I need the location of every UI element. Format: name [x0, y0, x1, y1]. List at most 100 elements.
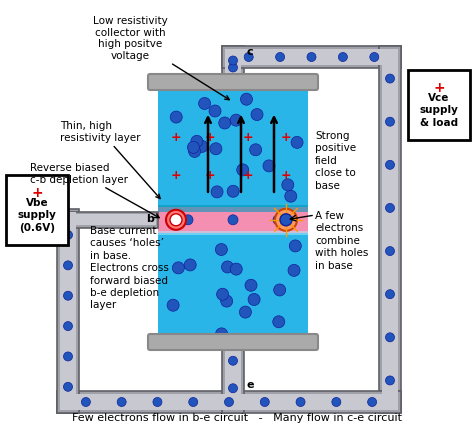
Circle shape: [64, 352, 73, 361]
Circle shape: [280, 214, 292, 226]
Circle shape: [64, 231, 73, 240]
Text: +: +: [205, 169, 215, 182]
Text: +: +: [171, 131, 182, 144]
FancyBboxPatch shape: [148, 334, 318, 350]
Circle shape: [244, 53, 253, 62]
Circle shape: [228, 57, 237, 66]
Bar: [158, 207, 308, 233]
Circle shape: [153, 398, 162, 406]
Circle shape: [368, 398, 377, 406]
Circle shape: [170, 214, 182, 226]
Circle shape: [196, 141, 208, 153]
Circle shape: [228, 384, 237, 393]
Bar: [158, 83, 308, 207]
Bar: [379, 47, 401, 69]
Bar: [59, 215, 155, 226]
Circle shape: [187, 142, 200, 154]
Text: +: +: [205, 131, 215, 144]
Text: +: +: [31, 186, 43, 200]
Circle shape: [173, 262, 184, 274]
Circle shape: [275, 53, 284, 62]
Text: Vbe
supply
(0.6V): Vbe supply (0.6V): [18, 197, 56, 232]
Circle shape: [199, 98, 210, 110]
Circle shape: [285, 191, 297, 203]
Circle shape: [211, 187, 223, 198]
Bar: [225, 50, 398, 65]
Text: Vce
supply
& load: Vce supply & load: [419, 93, 458, 128]
Text: b: b: [146, 213, 154, 223]
Text: +: +: [281, 131, 292, 144]
Bar: [60, 394, 398, 410]
Circle shape: [385, 376, 394, 385]
Text: Strong
positive
field
close to
base: Strong positive field close to base: [315, 131, 356, 190]
Bar: [383, 394, 398, 410]
Bar: [383, 50, 398, 65]
Circle shape: [82, 398, 91, 406]
Bar: [225, 50, 241, 80]
Circle shape: [273, 284, 286, 296]
Circle shape: [370, 53, 379, 62]
Text: Few electrons flow in b-e circuit   -   Many flow in c-e circuit: Few electrons flow in b-e circuit - Many…: [72, 412, 402, 422]
Circle shape: [117, 398, 126, 406]
Circle shape: [216, 328, 228, 340]
Text: +: +: [281, 169, 292, 182]
Text: +: +: [171, 169, 182, 182]
Circle shape: [251, 109, 263, 121]
Bar: [225, 340, 241, 410]
Bar: [57, 391, 79, 413]
Bar: [60, 394, 76, 410]
Circle shape: [289, 240, 301, 252]
Circle shape: [189, 146, 201, 158]
Circle shape: [221, 261, 234, 273]
Circle shape: [385, 75, 394, 84]
Circle shape: [184, 259, 196, 271]
Text: +: +: [433, 81, 445, 95]
Circle shape: [239, 306, 251, 318]
Circle shape: [64, 261, 73, 270]
Circle shape: [248, 294, 260, 306]
Circle shape: [263, 160, 275, 172]
FancyBboxPatch shape: [148, 75, 318, 91]
Circle shape: [191, 136, 203, 148]
Circle shape: [189, 398, 198, 406]
Circle shape: [240, 94, 253, 106]
Bar: [158, 231, 308, 235]
Bar: [57, 391, 401, 413]
Circle shape: [170, 112, 182, 124]
Circle shape: [166, 210, 186, 230]
Circle shape: [227, 186, 239, 198]
Text: c: c: [247, 47, 254, 57]
Text: e: e: [247, 379, 255, 389]
Circle shape: [230, 115, 242, 127]
Bar: [158, 205, 308, 212]
Circle shape: [225, 398, 234, 406]
Circle shape: [217, 289, 228, 301]
Circle shape: [64, 292, 73, 301]
Circle shape: [282, 179, 294, 191]
Circle shape: [385, 161, 394, 170]
Circle shape: [273, 215, 283, 225]
Circle shape: [230, 264, 242, 276]
Circle shape: [385, 247, 394, 256]
Circle shape: [250, 144, 262, 157]
Bar: [57, 209, 79, 413]
Bar: [408, 71, 470, 141]
Bar: [6, 175, 68, 246]
Circle shape: [215, 244, 228, 256]
Circle shape: [296, 398, 305, 406]
Text: Thin, high
resistivity layer: Thin, high resistivity layer: [60, 121, 160, 199]
Bar: [60, 212, 76, 410]
Circle shape: [183, 215, 193, 225]
Bar: [222, 336, 244, 413]
Circle shape: [245, 280, 257, 292]
Text: +: +: [243, 131, 253, 144]
Circle shape: [385, 118, 394, 127]
Circle shape: [385, 204, 394, 213]
Text: +: +: [243, 169, 253, 182]
Bar: [222, 47, 244, 83]
Circle shape: [385, 290, 394, 299]
Text: Reverse biased
c-b depletion layer: Reverse biased c-b depletion layer: [30, 163, 159, 218]
Circle shape: [288, 265, 300, 277]
Circle shape: [338, 53, 347, 62]
Circle shape: [291, 137, 303, 149]
